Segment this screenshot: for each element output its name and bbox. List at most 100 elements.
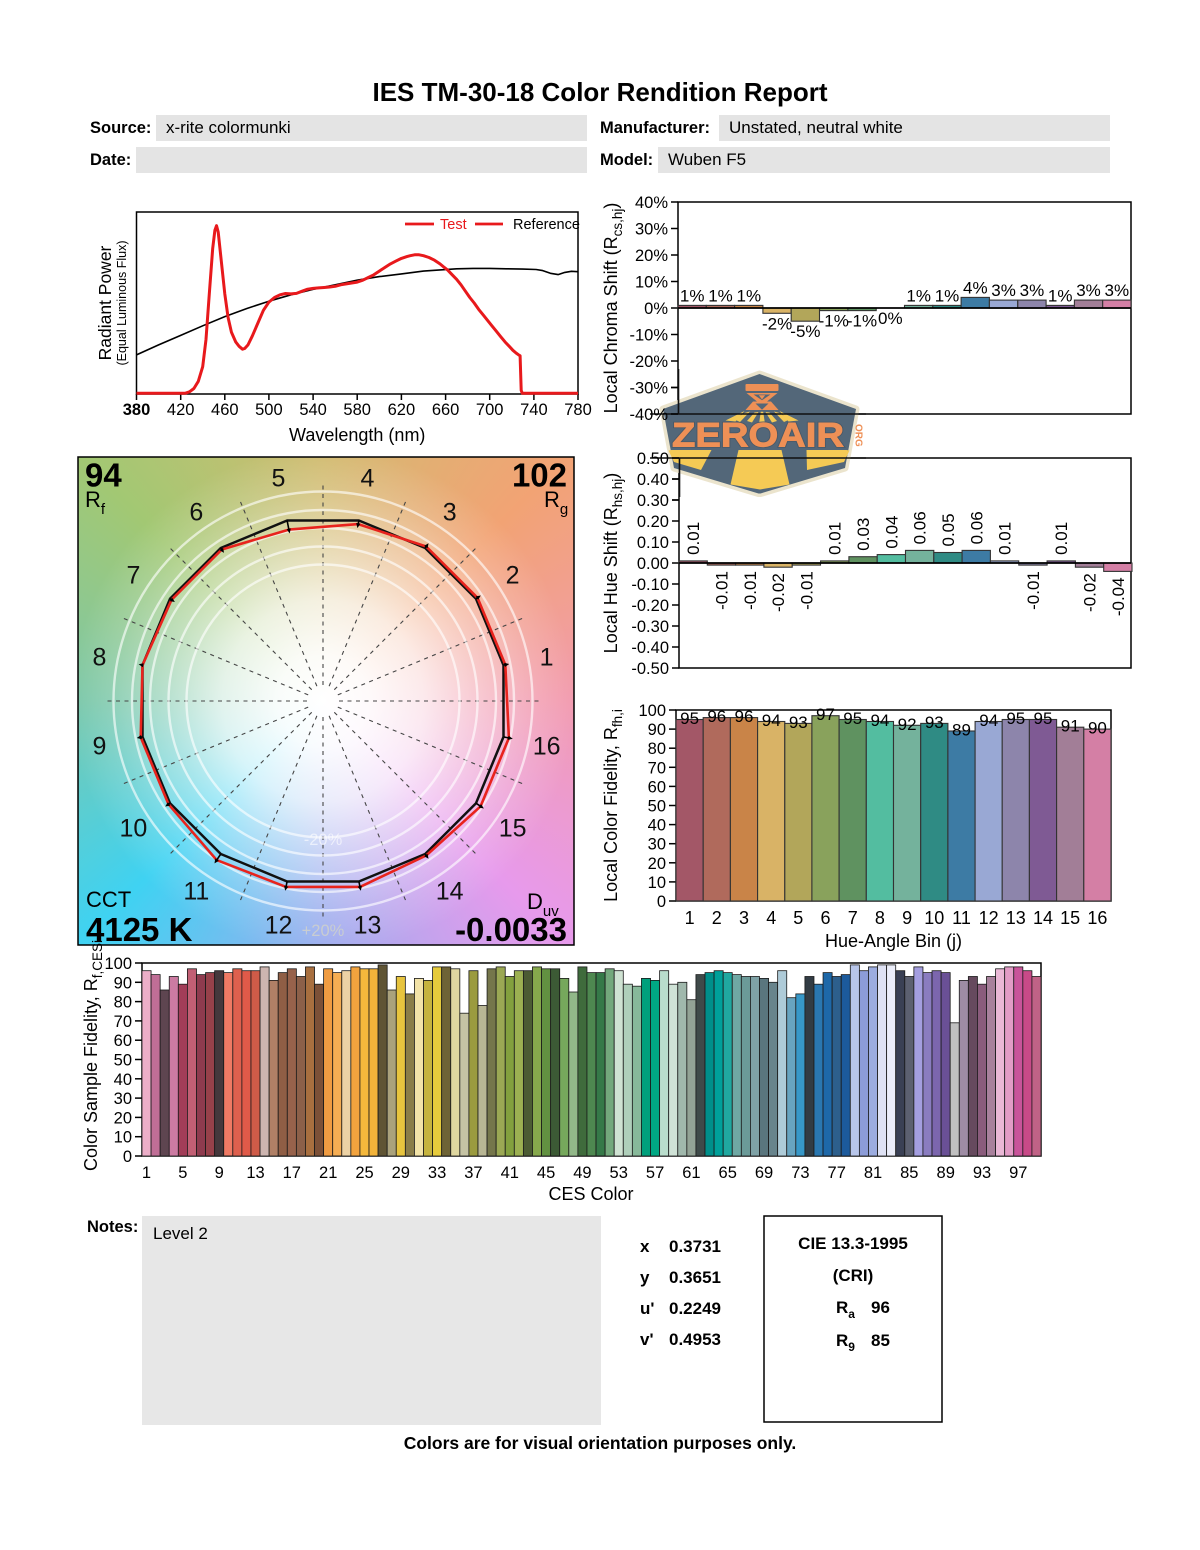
svg-text:1%: 1% [935,286,960,305]
svg-text:15: 15 [1060,908,1080,928]
svg-text:69: 69 [755,1164,773,1182]
svg-text:x-rite colormunki: x-rite colormunki [166,118,291,137]
svg-text:Manufacturer:: Manufacturer: [600,119,710,137]
svg-text:+20%: +20% [302,922,345,940]
svg-text:102: 102 [512,457,567,494]
svg-text:73: 73 [791,1164,809,1182]
svg-text:740: 740 [520,401,548,419]
svg-text:Reference: Reference [513,217,580,233]
svg-text:0.10: 0.10 [637,534,669,552]
svg-text:30%: 30% [635,221,668,239]
svg-text:3%: 3% [1076,281,1101,300]
svg-text:0.06: 0.06 [967,511,986,544]
svg-text:Ra: Ra [836,1298,855,1321]
svg-text:95: 95 [680,709,699,728]
svg-text:620: 620 [388,401,416,419]
svg-text:40: 40 [648,817,666,835]
svg-text:Level 2: Level 2 [153,1224,208,1243]
svg-text:Radiant Power: Radiant Power [95,245,115,360]
svg-text:89: 89 [937,1164,955,1182]
svg-text:41: 41 [501,1164,519,1182]
svg-text:Local Color Fidelity, Rfh,i: Local Color Fidelity, Rfh,i [601,709,625,902]
svg-text:93: 93 [789,713,808,732]
svg-text:5: 5 [793,908,803,928]
svg-text:13: 13 [1006,908,1026,928]
svg-text:95: 95 [843,709,862,728]
svg-text:-5%: -5% [790,322,820,341]
svg-text:1: 1 [685,908,695,928]
svg-text:93: 93 [925,713,944,732]
svg-text:10: 10 [114,1129,132,1147]
svg-text:85: 85 [871,1331,890,1350]
svg-text:95: 95 [1034,709,1053,728]
svg-text:40: 40 [114,1071,132,1089]
svg-text:0.01: 0.01 [1052,522,1071,555]
svg-text:95: 95 [1006,709,1025,728]
svg-text:16: 16 [1087,908,1107,928]
svg-text:90: 90 [648,721,666,739]
svg-text:Color Sample Fidelity, Rf,CESi: Color Sample Fidelity, Rf,CESi [81,940,105,1171]
svg-text:Rf: Rf [85,487,106,518]
svg-text:49: 49 [573,1164,591,1182]
svg-text:420: 420 [167,401,195,419]
svg-text:-0.01: -0.01 [797,571,816,610]
svg-text:3: 3 [443,498,457,526]
svg-text:580: 580 [343,401,371,419]
svg-text:0.50: 0.50 [637,450,669,468]
svg-text:Local Hue Shift (Rhs,hj): Local Hue Shift (Rhs,hj) [601,473,625,654]
svg-text:-0.04: -0.04 [1109,577,1128,616]
svg-text:0.05: 0.05 [939,513,958,546]
svg-text:96: 96 [871,1298,890,1317]
svg-text:v': v' [640,1330,654,1349]
svg-text:-0.20: -0.20 [631,597,669,615]
svg-text:1%: 1% [1048,286,1073,305]
svg-text:-0.50: -0.50 [631,660,669,678]
svg-text:50: 50 [114,1052,132,1070]
svg-text:96: 96 [735,707,754,726]
svg-text:x: x [640,1237,650,1256]
svg-text:7: 7 [126,561,140,589]
svg-text:9: 9 [215,1164,224,1182]
svg-text:0.3651: 0.3651 [669,1268,721,1287]
svg-text:93: 93 [973,1164,991,1182]
svg-text:80: 80 [648,740,666,758]
svg-text:6: 6 [189,498,203,526]
svg-text:0.4953: 0.4953 [669,1330,721,1349]
svg-text:380: 380 [123,401,151,419]
svg-text:-0.10: -0.10 [631,576,669,594]
svg-text:9: 9 [92,733,106,761]
svg-text:94: 94 [870,711,889,730]
svg-text:60: 60 [114,1032,132,1050]
svg-text:0.01: 0.01 [684,522,703,555]
svg-text:IES TM-30-18 Color Rendition R: IES TM-30-18 Color Rendition Report [372,77,827,107]
svg-text:0%: 0% [878,309,903,328]
svg-text:0.06: 0.06 [911,511,930,544]
svg-text:14: 14 [1033,908,1053,928]
svg-text:5: 5 [178,1164,187,1182]
svg-text:90: 90 [1088,719,1107,738]
svg-text:90: 90 [114,974,132,992]
svg-text:100: 100 [638,702,666,720]
svg-text:-30%: -30% [629,380,668,398]
svg-text:3%: 3% [1020,281,1045,300]
svg-text:20: 20 [648,855,666,873]
svg-text:700: 700 [476,401,504,419]
svg-text:Model:: Model: [600,151,653,169]
svg-text:1%: 1% [680,286,705,305]
svg-text:12: 12 [979,908,999,928]
svg-text:1: 1 [540,644,554,672]
svg-text:94: 94 [979,711,998,730]
svg-text:4125 K: 4125 K [86,911,193,948]
svg-text:2: 2 [712,908,722,928]
svg-text:ZEROAIR: ZEROAIR [672,417,844,455]
svg-text:R9: R9 [836,1331,855,1354]
svg-text:540: 540 [299,401,327,419]
svg-text:12: 12 [265,912,293,940]
svg-text:94: 94 [85,457,122,494]
svg-text:37: 37 [464,1164,482,1182]
svg-text:0.00: 0.00 [637,555,669,573]
svg-text:0.40: 0.40 [637,471,669,489]
svg-text:30: 30 [114,1090,132,1108]
svg-text:4: 4 [766,908,776,928]
svg-text:8: 8 [92,644,106,672]
